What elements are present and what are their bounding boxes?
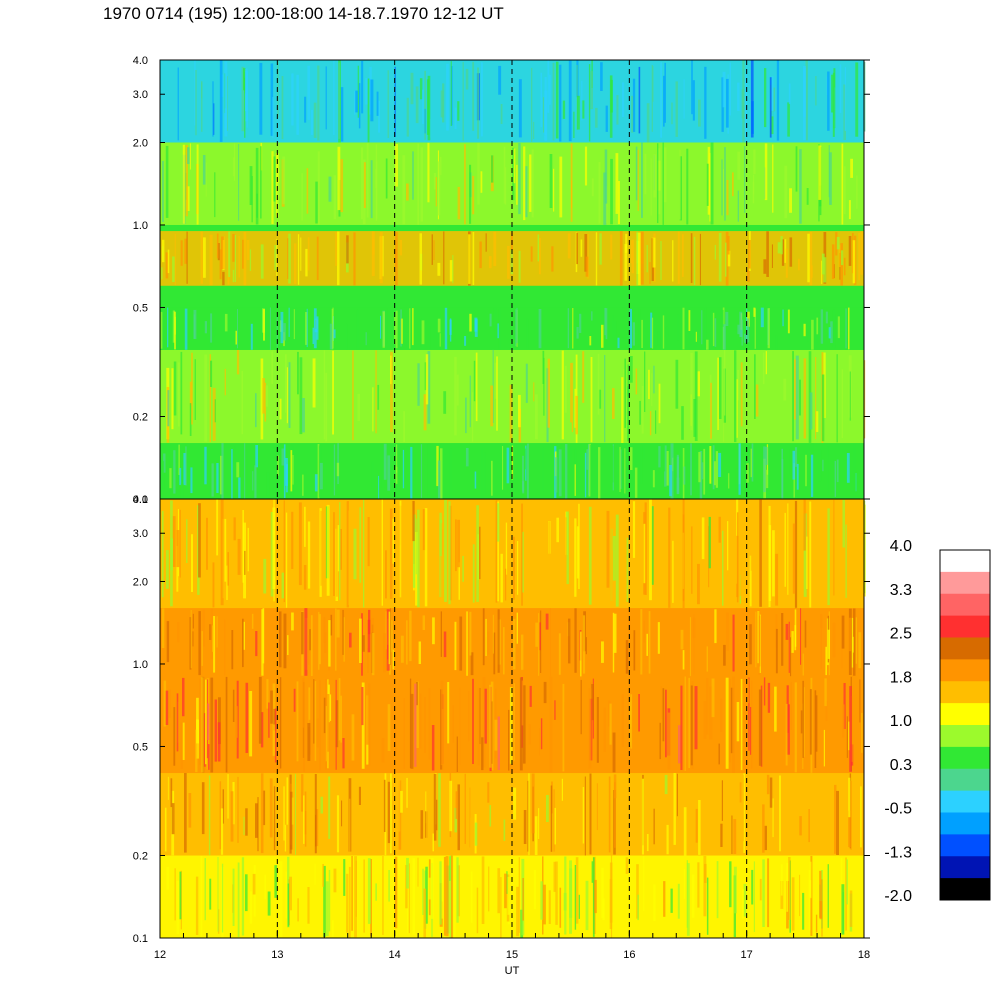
x-tick-label: 15 — [506, 949, 518, 961]
colorbar-swatch — [940, 571, 990, 595]
colorbar-label: 3.3 — [890, 582, 912, 599]
x-tick-label: 14 — [389, 949, 401, 961]
colorbar-swatch — [940, 725, 990, 748]
panel-upper-texture — [160, 60, 866, 499]
y-tick-label: 0.2 — [133, 412, 148, 424]
colorbar-swatch — [940, 746, 990, 770]
y-tick-label: 0.1 — [133, 933, 148, 945]
colorbar-frame — [939, 549, 991, 901]
colorbar-swatch — [940, 878, 990, 901]
colorbar-label: -1.3 — [884, 844, 912, 861]
y-tick-label: 4.0 — [133, 494, 148, 506]
colorbar-swatch — [940, 768, 990, 792]
y-tick-label: 0.5 — [133, 302, 148, 314]
y-tick-label: 0.2 — [133, 851, 148, 863]
colorbar-swatch — [940, 550, 990, 573]
x-tick-label: 13 — [271, 949, 283, 961]
y-tick-label: 2.0 — [133, 137, 148, 149]
y-tick-label: 1.0 — [133, 220, 148, 232]
colorbar-swatch — [940, 790, 990, 813]
colorbar-label: 0.3 — [890, 757, 912, 774]
colorbar-label: 1.0 — [890, 713, 912, 730]
colorbar-swatch — [940, 681, 990, 704]
colorbar-swatch — [940, 659, 990, 682]
colorbar-label: 4.0 — [890, 538, 912, 555]
colorbar-label: 1.8 — [890, 669, 912, 686]
chart-title: 1970 0714 (195) 12:00-18:00 14-18.7.1970… — [103, 4, 504, 23]
y-tick-label: 3.0 — [133, 89, 148, 101]
x-axis-label: UT — [505, 965, 520, 977]
colorbar-label: 2.5 — [890, 626, 912, 643]
x-tick-label: 18 — [858, 949, 870, 961]
colorbar-swatch — [940, 856, 990, 879]
colorbar-swatch — [940, 593, 990, 617]
colorbar-swatch — [940, 615, 990, 638]
colorbar-label: -0.5 — [884, 801, 912, 818]
y-tick-label: 0.1 — [133, 494, 148, 506]
x-tick-label: 17 — [741, 949, 753, 961]
colorbar-label: -2.0 — [884, 888, 912, 905]
colorbar-swatch — [940, 812, 990, 835]
panel-lower-texture — [161, 499, 866, 938]
y-tick-label: 4.0 — [133, 55, 148, 67]
x-tick-label: 12 — [154, 949, 166, 961]
colorbar-swatch — [940, 637, 990, 660]
colorbar-swatch — [940, 703, 990, 726]
y-tick-label: 1.0 — [133, 659, 148, 671]
y-tick-label: 0.5 — [133, 741, 148, 753]
y-tick-label: 2.0 — [133, 576, 148, 588]
colorbar-swatch — [940, 834, 990, 857]
y-tick-label: 3.0 — [133, 528, 148, 540]
x-tick-label: 16 — [623, 949, 635, 961]
